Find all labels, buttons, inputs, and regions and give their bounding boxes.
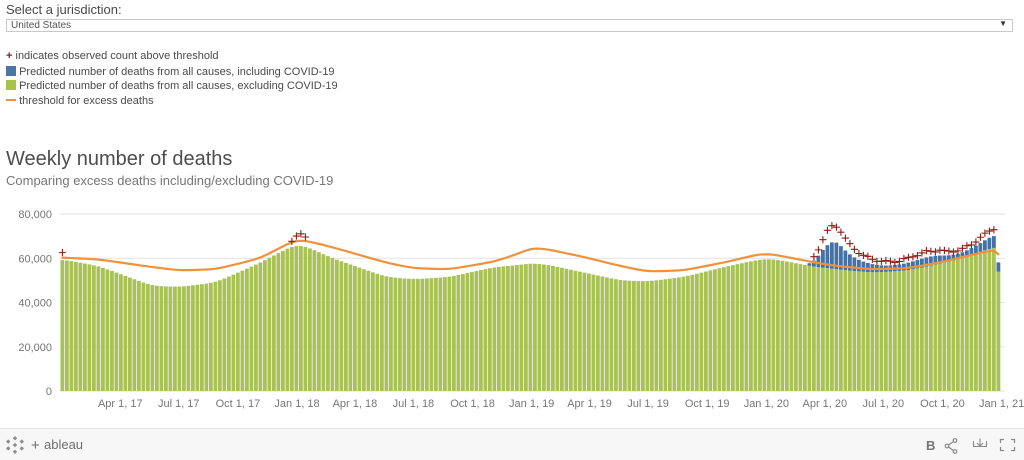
svg-text:Apr 1, 18: Apr 1, 18	[333, 398, 378, 410]
svg-text:0: 0	[46, 386, 52, 398]
svg-text:40,000: 40,000	[18, 298, 52, 310]
svg-text:Apr 1, 17: Apr 1, 17	[98, 398, 143, 410]
svg-text:Oct 1, 17: Oct 1, 17	[216, 398, 261, 410]
svg-text:Jul 1, 19: Jul 1, 19	[627, 398, 669, 410]
svg-text:Jul 1, 18: Jul 1, 18	[393, 398, 435, 410]
svg-text:Jan 1, 21: Jan 1, 21	[979, 398, 1024, 410]
svg-text:Apr 1, 20: Apr 1, 20	[803, 398, 848, 410]
svg-text:Apr 1, 19: Apr 1, 19	[567, 398, 612, 410]
svg-text:Jan 1, 20: Jan 1, 20	[744, 398, 789, 410]
svg-text:60,000: 60,000	[18, 253, 52, 265]
svg-text:Oct 1, 19: Oct 1, 19	[685, 398, 730, 410]
svg-text:Oct 1, 20: Oct 1, 20	[920, 398, 965, 410]
svg-text:20,000: 20,000	[18, 342, 52, 354]
svg-text:Jan 1, 18: Jan 1, 18	[274, 398, 319, 410]
svg-text:80,000: 80,000	[18, 209, 52, 221]
svg-text:Jul 1, 17: Jul 1, 17	[158, 398, 200, 410]
svg-text:Jan 1, 19: Jan 1, 19	[509, 398, 554, 410]
svg-text:Oct 1, 18: Oct 1, 18	[450, 398, 495, 410]
svg-text:Jul 1, 20: Jul 1, 20	[863, 398, 905, 410]
